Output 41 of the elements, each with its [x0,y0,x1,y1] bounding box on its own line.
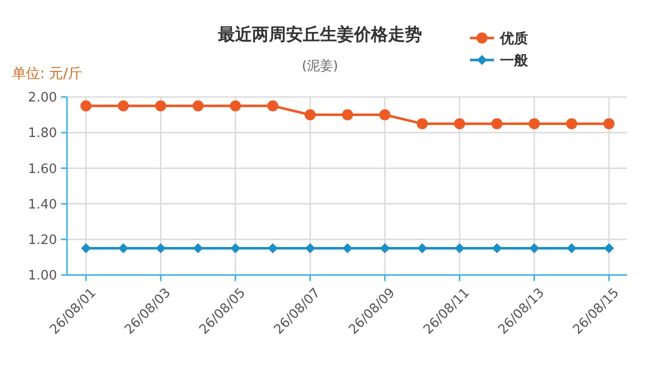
point [81,243,91,254]
point [566,118,578,130]
point [305,243,316,254]
point [379,109,390,120]
point [492,243,502,254]
point [604,243,614,254]
point [192,100,204,112]
point [454,118,466,130]
chart-title: 最近两周安丘生姜价格走势 [217,24,422,45]
point [155,100,166,112]
y-tick-label: 1.60 [28,162,57,177]
text: 单位: 元/斤 [12,66,82,82]
point [80,100,92,112]
point [118,243,128,254]
point [417,243,428,254]
y-tick-label: 1.20 [28,232,57,248]
point [118,100,129,112]
point [380,243,390,254]
legend-label: 优质 [499,30,528,47]
chart-subtitle: (泥姜) [302,58,338,74]
y-tick-label: 2.00 [28,90,57,106]
point [491,118,502,130]
point [304,109,316,120]
point [267,100,278,112]
point [342,109,353,120]
y-tick-label: 1.40 [28,197,57,212]
y-tick-label: 1.80 [28,126,57,142]
point [529,243,540,254]
point [342,243,352,254]
y-tick-label: 1.00 [28,268,57,284]
point [230,100,241,112]
point [528,118,540,130]
point [268,243,278,254]
point [193,243,204,254]
point [566,243,577,254]
point [604,118,614,130]
point [454,243,465,254]
point [416,118,428,130]
legend-label: 一般 [500,52,529,69]
point [156,243,166,254]
point [230,243,240,254]
